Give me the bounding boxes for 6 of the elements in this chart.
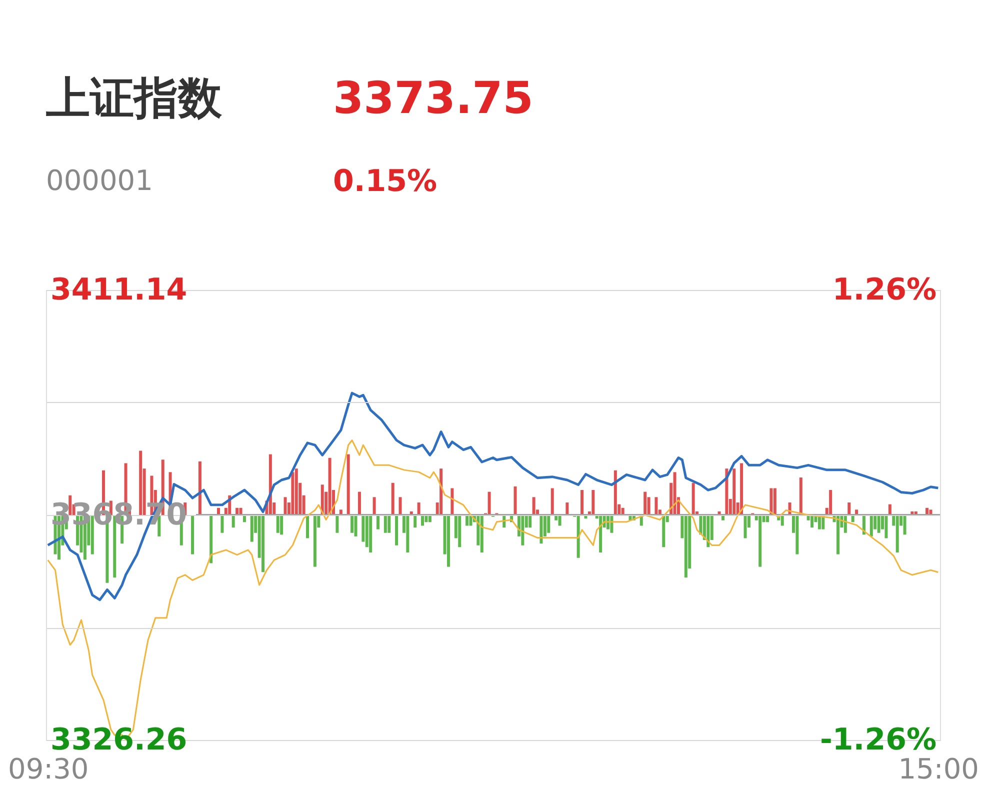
- chart-title: 上证指数: [46, 73, 223, 124]
- text: 3373.75: [333, 73, 534, 124]
- text: 0.15%: [333, 164, 438, 199]
- y-tick-label: 3411.14: [50, 272, 188, 308]
- y2-tick-label: 1.26%: [832, 272, 936, 308]
- chart-subtitle: 000001: [46, 164, 153, 197]
